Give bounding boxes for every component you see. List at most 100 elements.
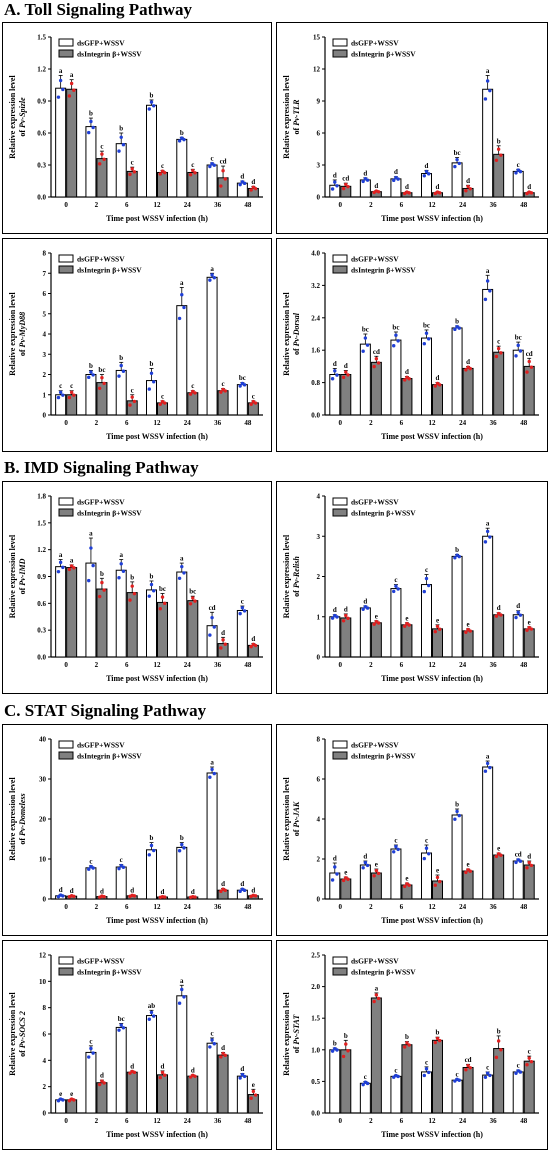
c1-significance-letter: d — [425, 162, 429, 170]
c3-bar-dsintegrin-wssv-12 — [432, 384, 443, 416]
c2-replicate-dot — [158, 402, 162, 406]
c2-bar-dsgfp-wssv-6 — [115, 369, 127, 416]
c5-y-tick-label: 4 — [317, 493, 321, 501]
c0-significance-letter: d — [251, 178, 255, 186]
c4-x-tick-label: 48 — [244, 661, 252, 669]
c4-y-axis-label-gene: of Pv-IMD — [18, 558, 27, 594]
c0-replicate-dot — [242, 181, 247, 186]
c0-y-tick-label: 0.9 — [37, 98, 46, 106]
c6-replicate-dot — [117, 866, 121, 871]
section-title-stat: C. STAT Signaling Pathway — [4, 701, 207, 720]
c9-replicate-dot — [374, 993, 379, 997]
c3-replicate-dot — [485, 279, 490, 283]
c6-replicate-dot — [193, 895, 197, 899]
c3-significance-letter: d — [466, 358, 470, 366]
c2-significance-letter: bc — [98, 366, 105, 374]
c9-significance-letter: cd — [465, 1056, 472, 1064]
c3-significance-letter: d — [436, 374, 440, 382]
c7-significance-letter: c — [425, 837, 428, 845]
c9-significance-letter: c — [456, 1070, 459, 1078]
c8-x-axis-label: Time post WSSV infection (h) — [106, 1130, 208, 1139]
c9-legend-swatch-dsgfp-wssv — [332, 956, 348, 965]
c7-x-axis-label: Time post WSSV infection (h) — [381, 916, 483, 925]
c7-replicate-dot — [435, 875, 440, 880]
c8-significance-letter: e — [70, 1090, 73, 1098]
c4-replicate-dot — [67, 567, 72, 572]
c3-x-tick-label: 48 — [520, 419, 528, 427]
c2-bar-dsgfp-wssv-12 — [146, 380, 157, 416]
c0-significance-letter: b — [119, 125, 123, 133]
c4-significance-letter: b — [130, 573, 134, 581]
chart-panel-imd: 0.0 0.3 0.6 0.9 1.2 1.5 1.8 Relative expression… — [2, 481, 272, 694]
c0-significance-letter: b — [150, 91, 154, 99]
c3-significance-letter: cd — [373, 348, 380, 356]
c3-replicate-dot — [344, 370, 348, 374]
c3-significance-letter: b — [455, 317, 459, 325]
c5-significance-letter: d — [497, 604, 501, 612]
c4-bar-dsgfp-wssv-24 — [176, 571, 188, 658]
chart-panel-jak: 0 2 4 6 8 Relative expression level of Pv-JAK d… — [276, 724, 548, 936]
c7-replicate-dot — [499, 853, 503, 857]
c7-significance-letter: b — [455, 801, 459, 809]
c2-replicate-dot — [69, 390, 74, 395]
c2-replicate-dot — [121, 369, 126, 373]
c8-replicate-dot — [251, 1089, 256, 1094]
c5-replicate-dot — [424, 576, 429, 581]
c5-replicate-dot — [438, 627, 442, 631]
c2-legend-swatch-dsintegrin-wssv — [58, 265, 74, 274]
c7-significance-letter: e — [375, 861, 378, 869]
c9-replicate-dot — [464, 1068, 468, 1072]
c9-significance-letter: b — [405, 1033, 409, 1041]
c3-significance-letter: cd — [526, 350, 533, 358]
c0-replicate-dot — [149, 100, 154, 104]
c4-y-tick-label: 0.9 — [37, 573, 46, 581]
c0-significance-letter: c — [100, 143, 103, 151]
c4-replicate-dot — [163, 601, 167, 606]
c8-bar-dsintegrin-wssv-2 — [96, 1082, 108, 1114]
c5-replicate-dot — [488, 535, 492, 539]
c8-replicate-dot — [102, 1081, 106, 1085]
c5-significance-letter: e — [375, 612, 378, 620]
c0-x-tick-label: 2 — [95, 201, 99, 209]
c9-legend-label-dsintegrin-wssv: dsIntegrin β+WSSV — [351, 968, 416, 977]
c2-x-tick-label: 6 — [125, 419, 129, 427]
c0-bar-dsintegrin-wssv-0 — [66, 88, 78, 198]
c8-bar-dsgfp-wssv-36 — [206, 1042, 218, 1114]
c7-y-axis-label: Relative expression level — [282, 777, 291, 861]
c8-replicate-dot — [149, 1010, 154, 1015]
c6-y-axis-label: Relative expression level — [8, 777, 17, 861]
c8-replicate-dot — [121, 1026, 126, 1030]
c5-bar-dsintegrin-wssv-2 — [370, 622, 382, 658]
c3-replicate-dot — [494, 354, 499, 359]
c1-significance-letter: d — [363, 169, 367, 177]
c0-replicate-dot — [56, 95, 61, 99]
c3-bar-dsgfp-wssv-48 — [512, 349, 524, 416]
c6-y-tick-label: 0 — [43, 896, 47, 904]
c1-significance-letter: d — [394, 168, 398, 176]
c9-significance-letter: b — [497, 1027, 501, 1035]
c6-replicate-dot — [163, 895, 167, 899]
c1-y-tick-label: 6 — [317, 130, 321, 138]
c7-y-tick-label: 6 — [317, 776, 321, 784]
chart-panel-domeless: 0 10 20 30 40 Relative expression level of Pv-… — [2, 724, 272, 936]
c2-replicate-dot — [152, 380, 156, 384]
c3-replicate-dot — [424, 331, 429, 335]
c9-bar-dsgfp-wssv-6 — [390, 1075, 402, 1114]
c6-replicate-dot — [242, 888, 247, 893]
c2-replicate-dot — [100, 376, 104, 380]
c1-significance-letter: d — [436, 183, 440, 191]
chart-imd: 0.0 0.3 0.6 0.9 1.2 1.5 1.8 Relative expression… — [8, 493, 263, 683]
c6-x-tick-label: 48 — [244, 903, 252, 911]
c2-bar-dsgfp-wssv-36 — [206, 276, 218, 416]
c8-replicate-dot — [132, 1070, 137, 1075]
c1-bar-dsgfp-wssv-0 — [329, 184, 341, 198]
c4-significance-letter: a — [180, 555, 184, 563]
c4-replicate-dot — [119, 562, 123, 566]
c7-replicate-dot — [468, 869, 472, 873]
c2-significance-letter: c — [161, 392, 164, 400]
c7-bar-dsintegrin-wssv-48 — [523, 864, 535, 900]
c5-replicate-dot — [485, 529, 490, 534]
c3-x-tick-label: 2 — [369, 419, 373, 427]
c1-replicate-dot — [333, 180, 337, 184]
c8-significance-letter: e — [252, 1081, 255, 1089]
